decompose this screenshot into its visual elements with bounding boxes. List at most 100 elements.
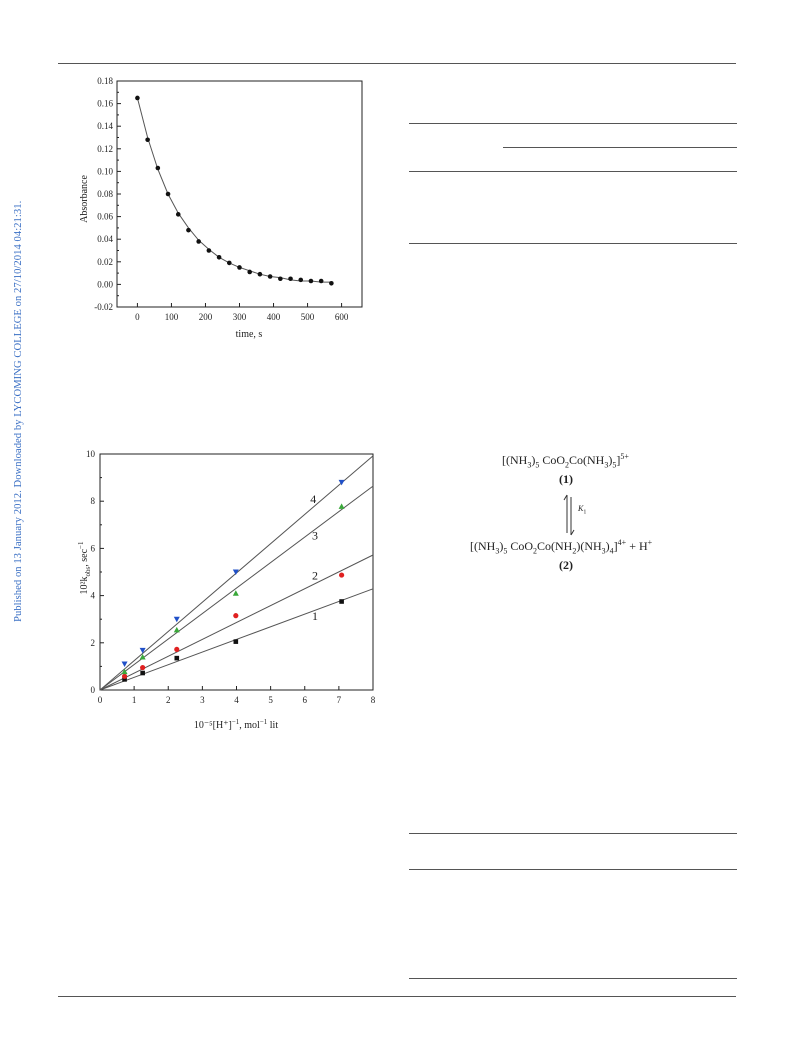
fig1-ytick-label: 0.00 (97, 279, 113, 289)
fig1-data-point (247, 269, 253, 275)
fig1-ytick-label: 0.16 (97, 99, 113, 109)
fig2-line-label-1: 1 (312, 609, 318, 623)
fig1-xtick-label: 100 (165, 312, 179, 322)
species-1-label: (1) (559, 472, 573, 486)
fig2-point-4 (338, 479, 345, 486)
fig2-point-2 (339, 572, 345, 578)
fig1-xtick-label: 0 (135, 312, 140, 322)
fig2-ytick-label: 4 (91, 591, 96, 601)
species-2-label: (2) (559, 558, 573, 572)
fig2-point-3 (121, 668, 128, 675)
fig2-point-2 (233, 613, 239, 619)
fig2-line-label-4: 4 (310, 492, 316, 506)
fig1-data-point (196, 239, 201, 244)
header-rule (58, 63, 736, 64)
table1-bottom-rule (409, 243, 737, 244)
fig2-xtick-label: 2 (166, 695, 171, 705)
fig2-ytick-label: 2 (91, 638, 96, 648)
fig2-point-3 (173, 626, 180, 633)
fig1-data-point (288, 276, 293, 282)
fig1-data-point (257, 271, 263, 277)
fig1-data-point (298, 277, 304, 283)
fig1-data-point (155, 165, 161, 171)
fig2-xtick-label: 6 (303, 695, 308, 705)
fig2-point-4 (121, 661, 128, 668)
fig2-xtick-label: 3 (200, 695, 205, 705)
fig1-data-point (237, 265, 242, 270)
equilibrium-constant: K1 (578, 504, 587, 516)
fig2-ylabel: 10²kobs, sec−1 (77, 541, 92, 594)
fig1-xtick-label: 300 (233, 312, 247, 322)
fig1-ytick-label: -0.02 (94, 302, 113, 312)
fig2-line-label-2: 2 (312, 568, 318, 582)
fig2-fit-line-2 (99, 554, 374, 691)
fig1-data-point (206, 248, 212, 253)
fig1-xtick-label: 400 (267, 312, 281, 322)
fig2-ytick-label: 8 (91, 496, 96, 506)
fig2-point-2 (121, 673, 128, 679)
fig1-xtick-label: 500 (301, 312, 315, 322)
fig2-xtick-label: 0 (98, 695, 103, 705)
table1-top-rule (409, 123, 737, 124)
fig2-point-4 (173, 616, 180, 623)
fig1-data-point (216, 254, 222, 260)
fig1-ytick-label: 0.02 (97, 257, 113, 267)
fig1-ytick-label: 0.14 (97, 121, 113, 131)
fig2-point-3 (139, 653, 146, 660)
fig1-data-point (135, 95, 140, 101)
fig2-xlabel: 10⁻⁵[H⁺]−1, mol−1 lit (194, 718, 278, 731)
fig2-point-1 (233, 639, 239, 644)
fig1-plot-frame (116, 80, 363, 308)
fig2-xtick-label: 1 (132, 695, 137, 705)
fig2-xtick-label: 5 (268, 695, 273, 705)
watermark-text: Published on 13 January 2012. Downloaded… (13, 200, 24, 622)
fig1-data-point (267, 274, 273, 279)
fig2-point-3 (232, 590, 239, 596)
fig1-xlabel: time, s (236, 329, 263, 340)
fig1-data-point (308, 278, 314, 284)
fig1-data-point (145, 137, 150, 143)
fig2-point-4 (232, 569, 239, 575)
fig1-ytick-label: 0.08 (97, 189, 113, 199)
fig2-point-1 (140, 670, 145, 676)
species-2-formula: [(NH3)5 CoO2Co(NH2)(NH3)4]4+ + H+ (470, 538, 653, 556)
fig1-ytick-label: 0.06 (97, 212, 113, 222)
fig2-xtick-label: 7 (337, 695, 342, 705)
fig1-ytick-label: 0.04 (97, 234, 113, 244)
fig1-xtick-label: 200 (199, 312, 213, 322)
kobs-vs-inverse-h-chart: 10²kobs, sec−1 10⁻⁵[H⁺]−1, mol−1 lit 0 2 4… (77, 449, 376, 731)
fig1-data-point (175, 212, 181, 217)
fig1-ytick-label: 0.12 (97, 144, 113, 154)
fig2-point-4 (139, 647, 146, 654)
fig1-data-point (186, 227, 191, 233)
fig2-point-1 (122, 677, 127, 682)
fig2-point-2 (140, 664, 146, 671)
table2-top-rule (409, 833, 737, 834)
fig1-data-point (226, 260, 232, 266)
fig1-xtick-label: 600 (335, 312, 349, 322)
species-1-formula: [(NH3)5 CoO2Co(NH3)5]5+ (502, 452, 629, 470)
fig2-xtick-label: 8 (371, 695, 376, 705)
footer-rule (58, 996, 736, 997)
equilibrium-scheme: [(NH3)5 CoO2Co(NH3)5]5+ (1) K1 [(NH3)5 C… (470, 448, 710, 588)
fig1-data-point (278, 276, 283, 282)
fig2-ytick-label: 10 (86, 449, 96, 459)
fig2-point-2 (174, 646, 180, 653)
equilibrium-arrows (563, 494, 575, 536)
table2-bottom-rule (409, 978, 737, 979)
fig1-data-point (318, 278, 324, 284)
table2-header-rule (409, 869, 737, 870)
absorbance-time-chart: Absorbance time, s -0.02 0.00 0.02 0.04 0.06… (79, 76, 363, 340)
fig1-data-point (165, 191, 171, 197)
fig2-point-1 (339, 599, 344, 604)
fig1-ytick-label: 0.10 (97, 166, 113, 176)
fig2-ytick-label: 0 (91, 685, 96, 695)
download-watermark: Published on 13 January 2012. Downloaded… (3, 30, 24, 622)
table1-subheader-rule (503, 147, 737, 148)
fig2-xtick-label: 4 (234, 695, 239, 705)
fig2-ytick-label: 6 (91, 543, 96, 553)
fig1-fit-curve (136, 97, 332, 283)
fig1-ylabel: Absorbance (79, 175, 90, 223)
fig2-fit-line-3 (99, 485, 374, 691)
table1-header-rule (409, 171, 737, 172)
